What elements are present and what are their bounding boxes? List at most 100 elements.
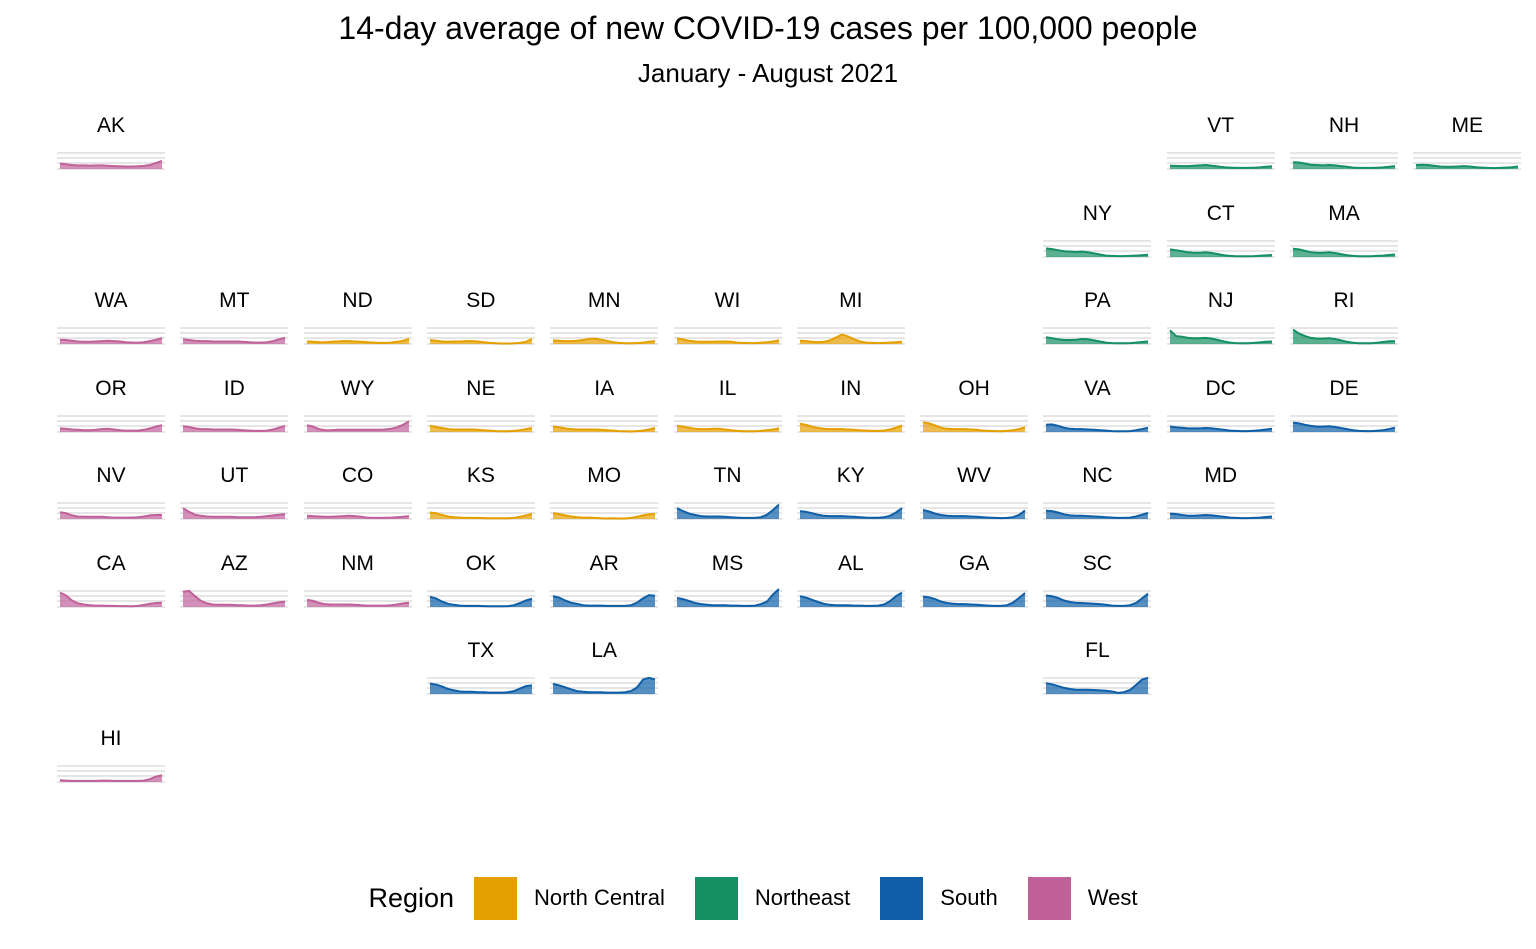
state-label: AL xyxy=(837,551,864,575)
case-area xyxy=(676,504,779,519)
state-label: VT xyxy=(1207,114,1235,137)
case-area xyxy=(1169,513,1272,519)
state-label: IA xyxy=(594,376,615,400)
state-sparkline xyxy=(1043,239,1152,258)
state-sparkline xyxy=(180,502,289,520)
case-line xyxy=(429,682,533,694)
state-sparkline xyxy=(550,327,659,345)
state-sparkline xyxy=(426,677,535,695)
state-tile-dc: DC xyxy=(1166,376,1291,457)
state-sparkline xyxy=(1043,589,1152,608)
case-line xyxy=(306,598,409,607)
state-tile-mi: MI xyxy=(796,289,921,369)
state-tile-ar: AR xyxy=(550,552,674,632)
state-sparkline xyxy=(303,327,412,345)
case-area xyxy=(676,588,779,607)
state-tile-md: MD xyxy=(1166,464,1291,544)
case-line xyxy=(183,424,286,432)
state-tile-ut: UT xyxy=(180,464,304,544)
state-tile-ca: CA xyxy=(57,552,181,632)
state-label: WY xyxy=(340,376,375,400)
state-tile-mt: MT xyxy=(180,289,304,369)
state-sparkline xyxy=(426,327,535,345)
state-tile-nm: NM xyxy=(303,551,428,632)
state-label: DE xyxy=(1329,376,1359,400)
state-label: CT xyxy=(1206,201,1235,225)
case-line xyxy=(306,419,410,431)
state-sparkline xyxy=(57,414,165,433)
state-sparkline xyxy=(1413,152,1522,170)
case-line xyxy=(59,159,163,168)
state-label: AZ xyxy=(220,551,248,575)
state-sparkline xyxy=(1166,414,1275,433)
state-tile-ks: KS xyxy=(426,464,551,544)
case-area xyxy=(1169,330,1272,344)
legend-label: South xyxy=(940,885,998,910)
case-line xyxy=(676,337,779,345)
state-label: DC xyxy=(1205,376,1236,400)
state-label: UT xyxy=(220,464,249,487)
state-label: RI xyxy=(1333,289,1355,312)
case-line xyxy=(676,424,779,432)
case-area xyxy=(60,592,162,607)
state-sparkline xyxy=(673,414,782,433)
state-tile-va: VA xyxy=(1043,377,1167,457)
state-sparkline xyxy=(1166,327,1275,345)
state-tile-al: AL xyxy=(796,551,921,632)
case-area xyxy=(1169,248,1272,257)
state-sparkline xyxy=(920,589,1029,608)
state-sparkline xyxy=(303,414,412,433)
chart-subtitle: January - August 2021 xyxy=(637,58,899,88)
state-label: MT xyxy=(219,289,250,312)
state-tile-ga: GA xyxy=(920,552,1044,632)
state-tile-ma: MA xyxy=(1290,202,1414,282)
state-tile-id: ID xyxy=(180,377,304,457)
legend-title: Region xyxy=(368,882,455,913)
state-label: ND xyxy=(342,289,373,312)
case-line xyxy=(553,512,656,520)
case-area xyxy=(183,425,286,432)
state-tile-vt: VT xyxy=(1166,114,1291,194)
case-line xyxy=(429,511,533,520)
state-tile-co: CO xyxy=(303,464,428,544)
case-area xyxy=(1169,426,1272,432)
state-tile-ok: OK xyxy=(426,551,551,632)
case-line xyxy=(59,511,162,519)
state-sparkline xyxy=(426,589,535,608)
case-area xyxy=(553,426,656,432)
state-sparkline xyxy=(57,589,165,608)
case-area xyxy=(306,339,409,344)
state-label: OR xyxy=(95,376,127,400)
state-sparkline xyxy=(1166,152,1275,170)
state-label: MO xyxy=(587,464,622,487)
state-tile-nc: NC xyxy=(1043,464,1167,544)
state-label: SD xyxy=(466,289,496,312)
case-area xyxy=(429,339,532,344)
state-label: CO xyxy=(341,464,374,487)
state-sparkline xyxy=(1290,414,1398,433)
state-tile-wy: WY xyxy=(303,376,428,457)
case-area xyxy=(429,596,532,607)
state-tile-in: IN xyxy=(796,377,921,457)
state-tile-nj: NJ xyxy=(1166,289,1291,369)
state-tile-me: ME xyxy=(1413,114,1536,194)
state-sparkline xyxy=(673,502,782,520)
case-area xyxy=(183,590,286,607)
legend-item-northeast: Northeast xyxy=(694,876,864,920)
state-sparkline xyxy=(920,502,1029,520)
state-label: KS xyxy=(466,464,495,487)
state-tile-ia: IA xyxy=(550,377,674,457)
case-line xyxy=(799,333,902,345)
case-area xyxy=(1046,247,1149,257)
case-line xyxy=(922,591,1026,607)
state-label: HI xyxy=(100,726,122,750)
state-label: OK xyxy=(465,551,497,575)
case-line xyxy=(799,591,903,607)
state-label: NM xyxy=(341,551,374,575)
state-tile-sc: SC xyxy=(1043,552,1167,632)
state-sparkline xyxy=(1043,502,1152,520)
state-tile-mn: MN xyxy=(550,289,674,369)
state-tile-ms: MS xyxy=(673,552,798,632)
state-label: PA xyxy=(1084,289,1111,312)
case-line xyxy=(922,509,1026,520)
